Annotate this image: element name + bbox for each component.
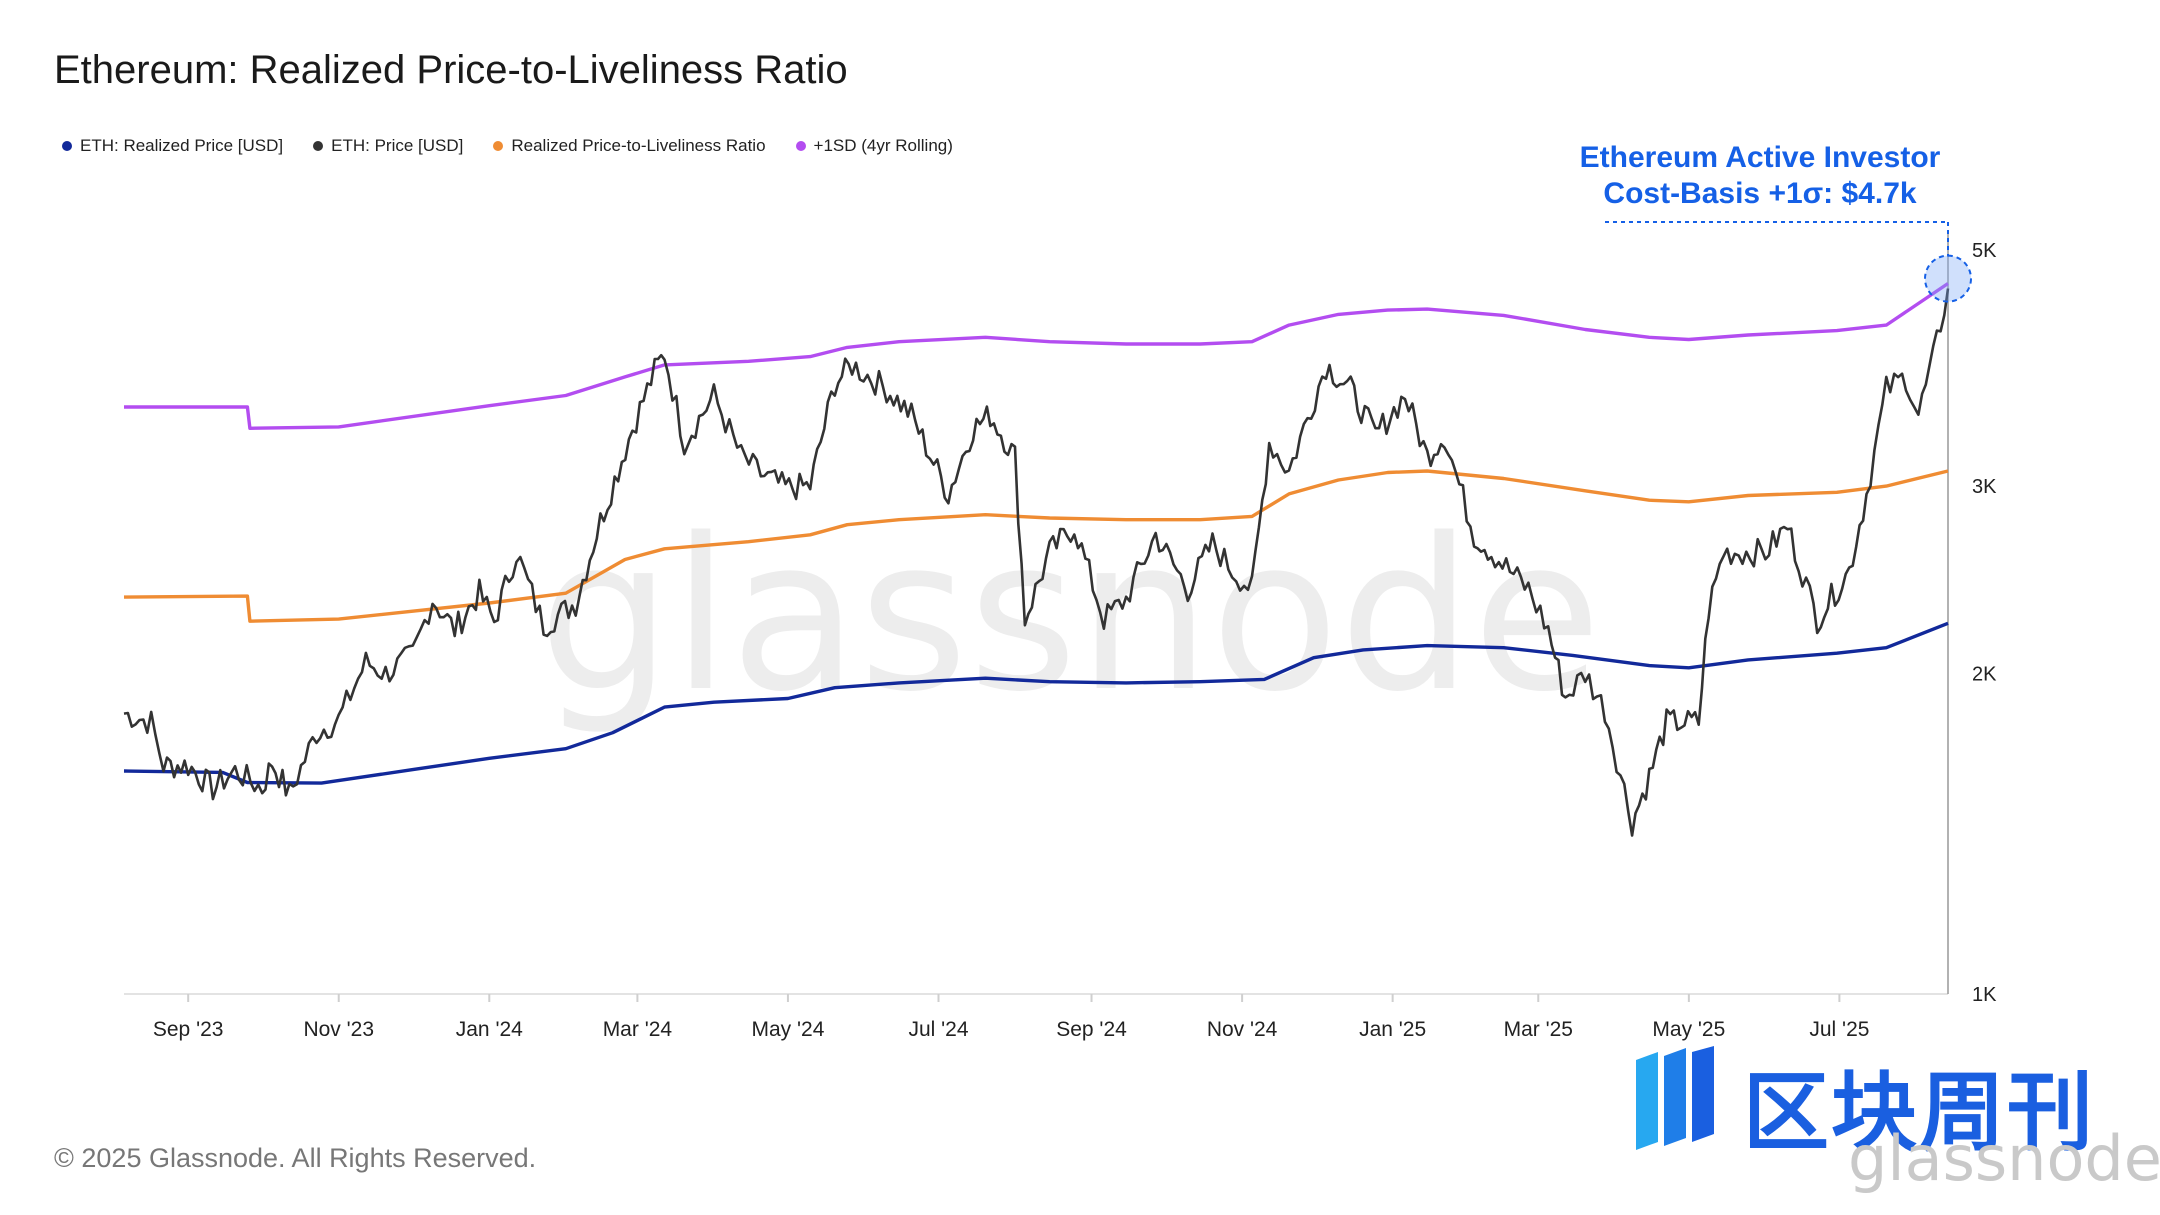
series-line-realized <box>123 621 1949 785</box>
logo-mark-icon <box>1636 1046 1714 1150</box>
series-line-ratio <box>123 469 1949 623</box>
x-tick-label: May '24 <box>752 1018 825 1041</box>
x-tick-label: Sep '23 <box>153 1018 224 1041</box>
y-tick-label: 3K <box>1972 476 1997 498</box>
copyright-footer: © 2025 Glassnode. All Rights Reserved. <box>54 1143 537 1173</box>
legend-item-sd[interactable]: +1SD (4yr Rolling) <box>795 136 953 156</box>
x-tick-label: Nov '23 <box>303 1018 374 1041</box>
legend: ETH: Realized Price [USD] ETH: Price [US… <box>62 136 953 156</box>
legend-dot-ratio <box>493 141 504 151</box>
annotation-circle <box>1924 254 1972 303</box>
legend-item-realized-price[interactable]: ETH: Realized Price [USD] <box>62 136 283 156</box>
x-tick-label: Jul '25 <box>1809 1018 1869 1041</box>
y-tick-label: 5K <box>1972 240 1997 262</box>
x-tick-label: Jan '25 <box>1359 1018 1426 1041</box>
series-line-sd <box>124 282 1949 430</box>
series-line-price <box>123 288 1950 837</box>
axes: Sep '23 Nov '23 Jan '24 Mar '24 May '24 Jul '… <box>124 230 1997 1041</box>
legend-dot-sd <box>795 141 806 151</box>
annotation-line-1: Ethereum Active Investor <box>1579 141 1941 174</box>
chart-title: Ethereum: Realized Price-to-Liveliness R… <box>54 48 848 92</box>
x-tick-label: Jul '24 <box>908 1018 968 1041</box>
x-tick-label: May '25 <box>1652 1018 1725 1041</box>
legend-label-sd: +1SD (4yr Rolling) <box>813 136 953 155</box>
legend-label-ratio: Realized Price-to-Liveliness Ratio <box>511 136 766 155</box>
y-tick-label: 2K <box>1972 664 1997 686</box>
series-lines <box>123 282 1950 837</box>
legend-dot-realized <box>62 141 72 151</box>
watermark: glassnode <box>538 493 1601 738</box>
legend-item-price[interactable]: ETH: Price [USD] <box>313 136 463 156</box>
x-tick-label: Mar '25 <box>1504 1018 1573 1041</box>
annotation-marker <box>1605 221 1972 303</box>
logo-text-en: glassnode <box>1848 1122 2160 1195</box>
y-tick-label: 1K <box>1972 984 1997 1006</box>
watermark-text: glassnode <box>538 493 1601 738</box>
legend-label-price: ETH: Price [USD] <box>331 136 464 155</box>
annotation-label: Ethereum Active Investor Cost-Basis +1σ:… <box>1560 140 1960 212</box>
x-tick-label: Sep '24 <box>1056 1018 1127 1041</box>
logo-text-cn: 区块周刊 <box>1743 1063 2095 1163</box>
x-tick-label: Jan '24 <box>456 1018 523 1041</box>
annotation-line-2: Cost-Basis +1σ: $4.7k <box>1603 177 1917 210</box>
legend-dot-price <box>313 141 324 151</box>
legend-label-realized: ETH: Realized Price [USD] <box>80 136 284 155</box>
x-tick-label: Nov '24 <box>1207 1018 1278 1041</box>
x-tick-label: Mar '24 <box>603 1018 673 1041</box>
brand-logo: 区块周刊 glassnode <box>1628 1042 2160 1202</box>
legend-item-ratio[interactable]: Realized Price-to-Liveliness Ratio <box>493 136 766 156</box>
